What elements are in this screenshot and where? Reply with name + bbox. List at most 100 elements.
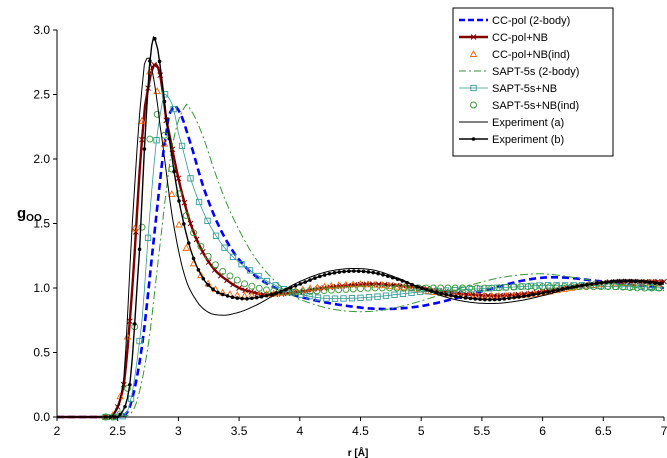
- data-point: [614, 279, 618, 284]
- data-point: [327, 286, 335, 294]
- data-point: [357, 294, 364, 301]
- data-point: [151, 61, 157, 68]
- series-experiment-b: [57, 35, 665, 419]
- data-point: [139, 136, 145, 143]
- data-point: [393, 284, 401, 292]
- data-point: [123, 384, 131, 392]
- data-point: [365, 294, 373, 301]
- data-point: [410, 282, 414, 287]
- x-tick-label: 5: [418, 424, 425, 438]
- data-point: [292, 288, 300, 296]
- data-point: [546, 283, 554, 291]
- data-point: [485, 285, 492, 292]
- data-point: [488, 284, 496, 292]
- series-line: [57, 103, 665, 419]
- data-point: [255, 272, 262, 280]
- series-sapt-5s-2body: [57, 103, 665, 418]
- data-point: [470, 34, 477, 40]
- data-point: [497, 297, 502, 302]
- y-axis-title-sub: OO: [26, 213, 42, 224]
- data-point: [201, 276, 206, 281]
- data-point: [130, 224, 139, 232]
- legend-label: CC-pol+NB: [492, 32, 548, 44]
- data-point: [641, 284, 649, 292]
- data-point: [342, 269, 346, 274]
- series-sapt-5s-nb-ind: [102, 110, 663, 421]
- data-point: [478, 297, 482, 302]
- data-point: [517, 283, 525, 291]
- legend-label: CC-pol+NB(ind): [492, 49, 570, 61]
- data-point: [128, 382, 132, 387]
- data-point: [470, 84, 477, 92]
- x-tick-label: 2.5: [109, 424, 126, 438]
- data-point: [313, 276, 317, 280]
- data-point: [241, 280, 249, 288]
- data-point: [182, 212, 190, 219]
- data-point: [400, 284, 408, 292]
- data-point: [168, 165, 176, 173]
- data-point: [439, 291, 444, 296]
- data-point: [575, 284, 579, 288]
- data-point: [226, 272, 234, 280]
- data-point: [153, 110, 161, 118]
- x-tick-label: 6: [539, 424, 546, 438]
- data-point: [162, 99, 167, 104]
- data-point: [288, 285, 293, 290]
- legend: CC-pol (2-body) CC-pol+NB CC-pol+NB(ind) SA…: [452, 7, 614, 157]
- data-point: [204, 217, 211, 224]
- data-point: [424, 287, 429, 292]
- data-point: [246, 267, 254, 274]
- data-point: [619, 283, 627, 291]
- data-point: [357, 285, 364, 293]
- data-point: [628, 279, 633, 284]
- data-point: [599, 281, 604, 285]
- x-tick-label: 7: [661, 424, 667, 438]
- data-point: [471, 137, 476, 141]
- y-axis-title: gOO: [17, 205, 42, 224]
- legend-label: Experiment (b): [492, 134, 564, 146]
- data-point: [229, 253, 237, 261]
- data-point: [313, 287, 321, 295]
- data-point: [434, 290, 439, 295]
- data-point: [238, 261, 245, 268]
- plot-area: 2 2.5 3 3.5 4 4.5 5 5.5 6 6.5 7 0.0 0.5 1.0 1.5 2.0 2.5…: [33, 23, 667, 438]
- data-point: [235, 296, 240, 300]
- data-point: [262, 286, 270, 294]
- data-point: [551, 289, 555, 293]
- data-point: [190, 229, 198, 237]
- x-ticks: 2 2.5 3 3.5 4 4.5 5 5.5 6 6.5 7: [54, 417, 667, 438]
- legend-item-sapt-5s-nb: SAPT-5s+NB: [459, 83, 557, 95]
- data-point: [298, 282, 303, 286]
- data-point: [539, 283, 547, 291]
- data-point: [204, 252, 212, 260]
- data-point: [146, 67, 154, 75]
- data-point: [216, 290, 220, 295]
- y-tick-label: 3.0: [33, 23, 50, 37]
- x-tick-label: 3: [175, 424, 182, 438]
- data-point: [250, 296, 254, 301]
- y-axis-title-main: g: [17, 205, 26, 222]
- data-point: [444, 292, 448, 297]
- data-point: [553, 282, 560, 289]
- x-tick-label: 5.5: [474, 424, 491, 438]
- data-point: [320, 287, 328, 295]
- data-point: [463, 296, 468, 300]
- data-point: [327, 281, 336, 289]
- legend-items: CC-pol (2-body) CC-pol+NB CC-pol+NB(ind) SA…: [459, 15, 579, 146]
- data-point: [470, 101, 477, 109]
- data-point: [626, 284, 634, 291]
- data-point: [364, 280, 372, 288]
- data-point: [314, 294, 322, 301]
- data-point: [503, 292, 510, 299]
- data-point: [459, 286, 467, 293]
- data-point: [623, 279, 628, 284]
- data-point: [371, 270, 376, 275]
- x-tick-label: 2: [54, 424, 61, 438]
- data-point: [619, 279, 623, 284]
- data-point: [193, 236, 200, 243]
- data-point: [175, 175, 182, 182]
- data-point: [211, 261, 219, 269]
- data-point: [191, 256, 196, 261]
- data-point: [541, 291, 546, 295]
